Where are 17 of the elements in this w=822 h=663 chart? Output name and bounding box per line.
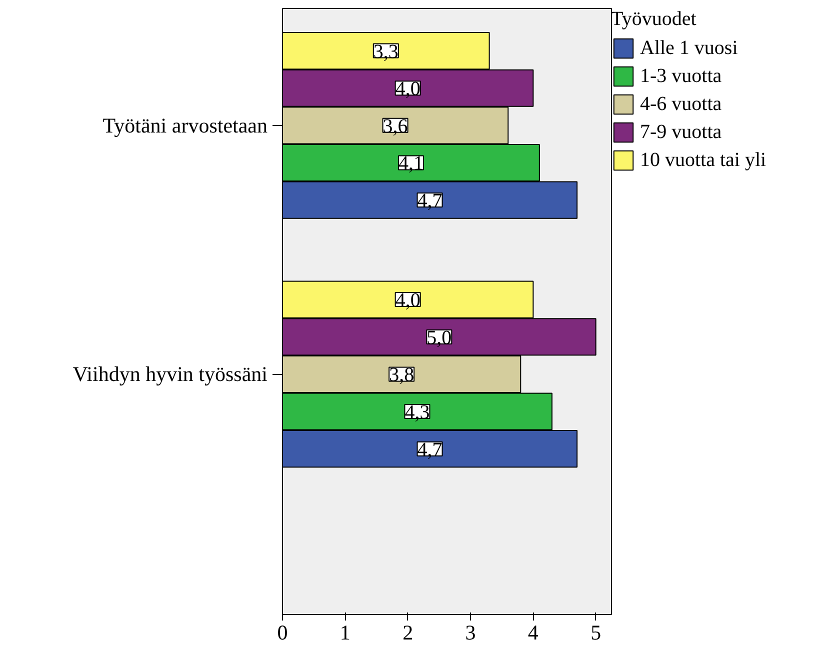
x-tick-label: 5 — [590, 620, 602, 644]
data-label: 4,7 — [417, 438, 442, 461]
x-tick-label: 2 — [402, 620, 414, 644]
y-tick-label: Työtäni arvostetaan — [102, 113, 268, 138]
legend-label: 1-3 vuotta — [640, 64, 722, 88]
legend-label: 4-6 vuotta — [640, 92, 722, 116]
legend-label: Alle 1 vuosi — [640, 36, 738, 60]
x-tick-label: 4 — [528, 620, 539, 644]
legend-label: 7-9 vuotta — [640, 120, 722, 144]
data-label: 3,8 — [389, 364, 414, 386]
data-label: 4,7 — [417, 190, 442, 212]
x-tick-label: 0 — [277, 620, 288, 644]
legend-label: 10 vuotta tai yli — [640, 148, 766, 172]
legend-title: Työvuodet — [611, 8, 698, 31]
x-tick-label: 1 — [340, 620, 350, 644]
x-tick-label: 3 — [465, 620, 476, 644]
y-tick-label: Viihdyn hyvin työssäni — [72, 362, 268, 386]
